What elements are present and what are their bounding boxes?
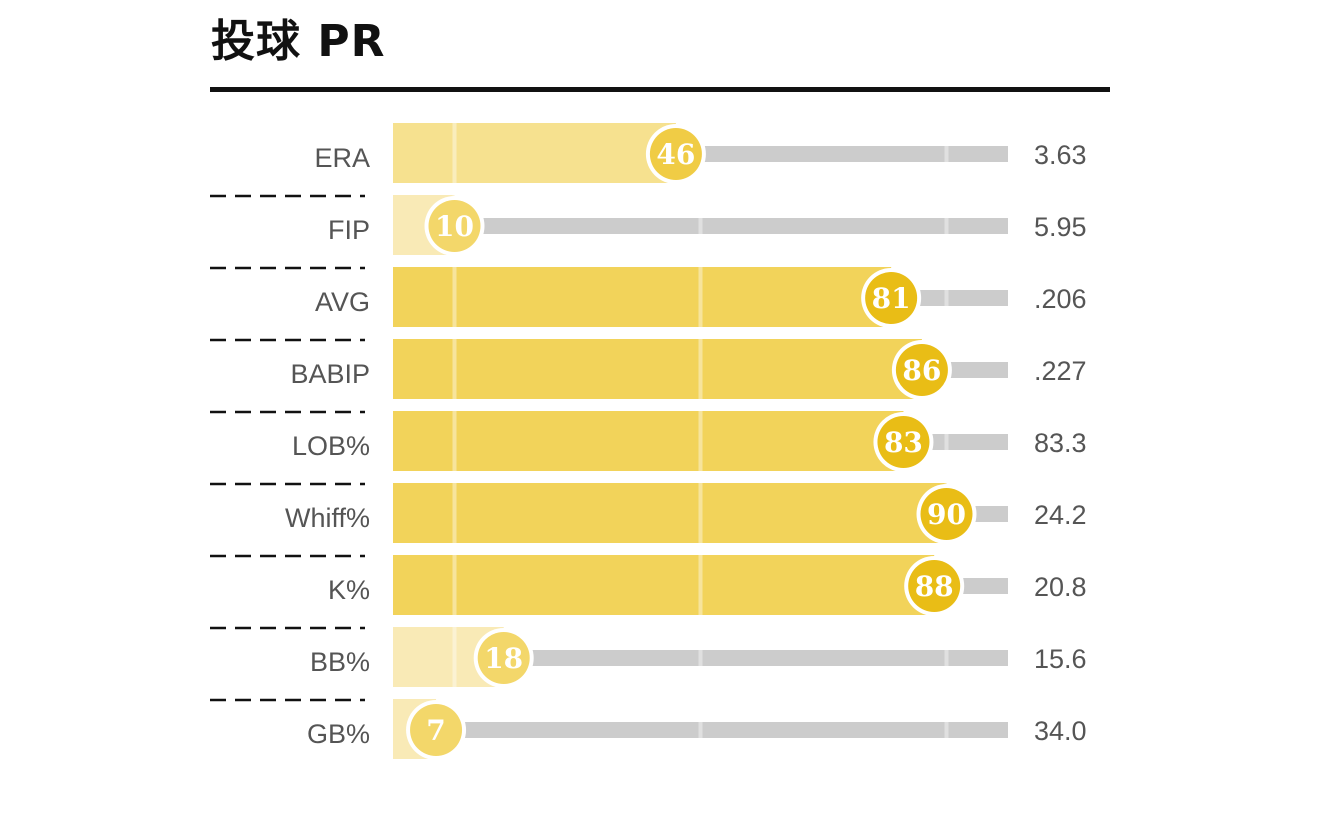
stat-value: 15.6 <box>1034 644 1087 674</box>
percentile-badge-label: 46 <box>656 138 695 171</box>
reference-line <box>452 411 457 471</box>
reference-line <box>944 699 949 759</box>
stat-label: GB% <box>307 719 370 749</box>
stat-value: 83.3 <box>1034 428 1087 458</box>
percentile-badge-label: 86 <box>902 354 941 387</box>
percentile-badge-label: 7 <box>426 714 445 747</box>
percentile-bar <box>393 483 947 543</box>
percentile-bar <box>393 339 922 399</box>
reference-line <box>944 411 949 471</box>
stat-value: .206 <box>1034 284 1087 314</box>
page-title: 投球 PR <box>211 16 386 67</box>
track-bar <box>675 146 1008 162</box>
reference-line <box>944 195 949 255</box>
percentile-badge <box>920 488 973 540</box>
stat-value: 34.0 <box>1034 716 1087 746</box>
reference-line <box>698 483 703 543</box>
percentile-badge <box>477 632 530 684</box>
percentile-badge <box>865 272 918 324</box>
reference-line <box>944 123 949 183</box>
stat-value: 20.8 <box>1034 572 1087 602</box>
percentile-bar <box>393 411 904 471</box>
reference-line <box>698 267 703 327</box>
stat-label: BB% <box>310 647 370 677</box>
reference-line <box>452 627 457 687</box>
reference-line <box>944 627 949 687</box>
reference-line <box>944 267 949 327</box>
track-bar <box>454 218 1008 234</box>
reference-line <box>698 627 703 687</box>
percentile-badge <box>410 704 463 756</box>
stat-label: FIP <box>328 215 370 245</box>
stat-label: Whiff% <box>285 503 370 533</box>
title-rule <box>210 87 1110 92</box>
percentile-badge <box>908 560 961 612</box>
percentile-bar <box>393 267 892 327</box>
reference-line <box>698 699 703 759</box>
stat-label: AVG <box>315 287 370 317</box>
reference-line <box>452 267 457 327</box>
percentile-badge-label: 18 <box>484 642 523 675</box>
stat-label: BABIP <box>290 359 370 389</box>
percentile-badge <box>877 416 930 468</box>
percentile-badge-label: 81 <box>872 282 911 315</box>
percentile-badge <box>428 200 481 252</box>
reference-line <box>452 339 457 399</box>
stat-value: 5.95 <box>1034 212 1087 242</box>
reference-line <box>452 555 457 615</box>
reference-line <box>452 483 457 543</box>
stat-value: 24.2 <box>1034 500 1087 530</box>
stat-label: LOB% <box>292 431 370 461</box>
percentile-bar <box>393 123 676 183</box>
stat-label: K% <box>328 575 370 605</box>
reference-line <box>698 339 703 399</box>
percentile-bar <box>393 555 935 615</box>
reference-line <box>452 123 457 183</box>
stat-value: 3.63 <box>1034 140 1087 170</box>
reference-line <box>698 555 703 615</box>
percentile-badge-label: 10 <box>435 210 474 243</box>
stat-value: .227 <box>1034 356 1087 386</box>
percentile-badge-label: 83 <box>884 426 923 459</box>
track-bar <box>436 722 1008 738</box>
percentile-badge-label: 88 <box>915 570 954 603</box>
percentile-badge <box>649 128 702 180</box>
track-bar <box>503 650 1008 666</box>
reference-line <box>698 195 703 255</box>
percentile-badge <box>895 344 948 396</box>
stat-label: ERA <box>314 143 370 173</box>
percentile-badge-label: 90 <box>927 498 966 531</box>
reference-line <box>698 411 703 471</box>
